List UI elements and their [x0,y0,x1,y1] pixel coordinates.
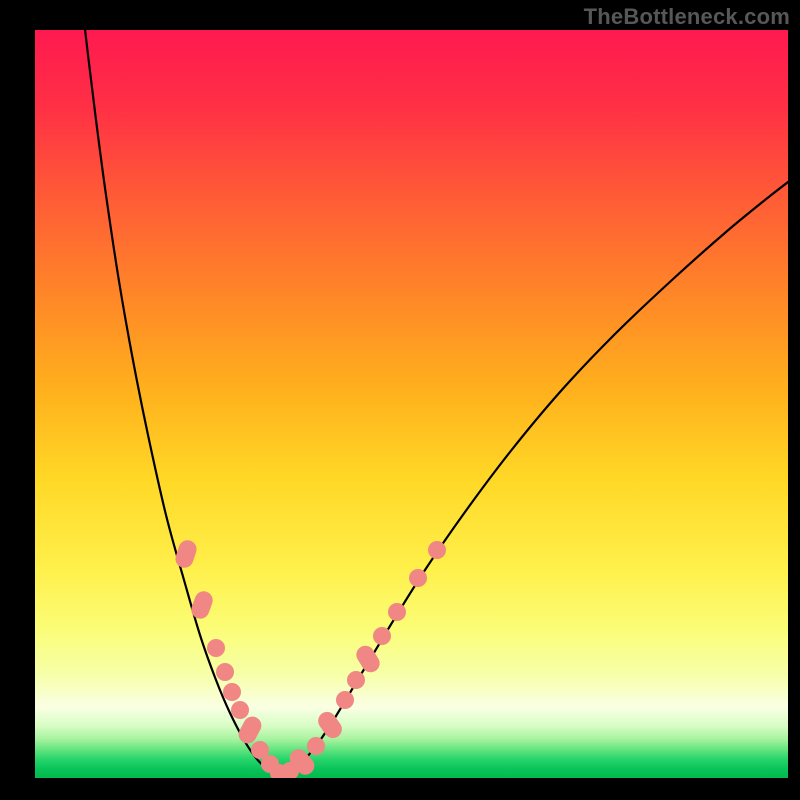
gradient-background [35,30,788,778]
chart-root: { "type": "bottleneck-curve-chart", "can… [0,0,800,800]
watermark-text: TheBottleneck.com [584,4,790,30]
